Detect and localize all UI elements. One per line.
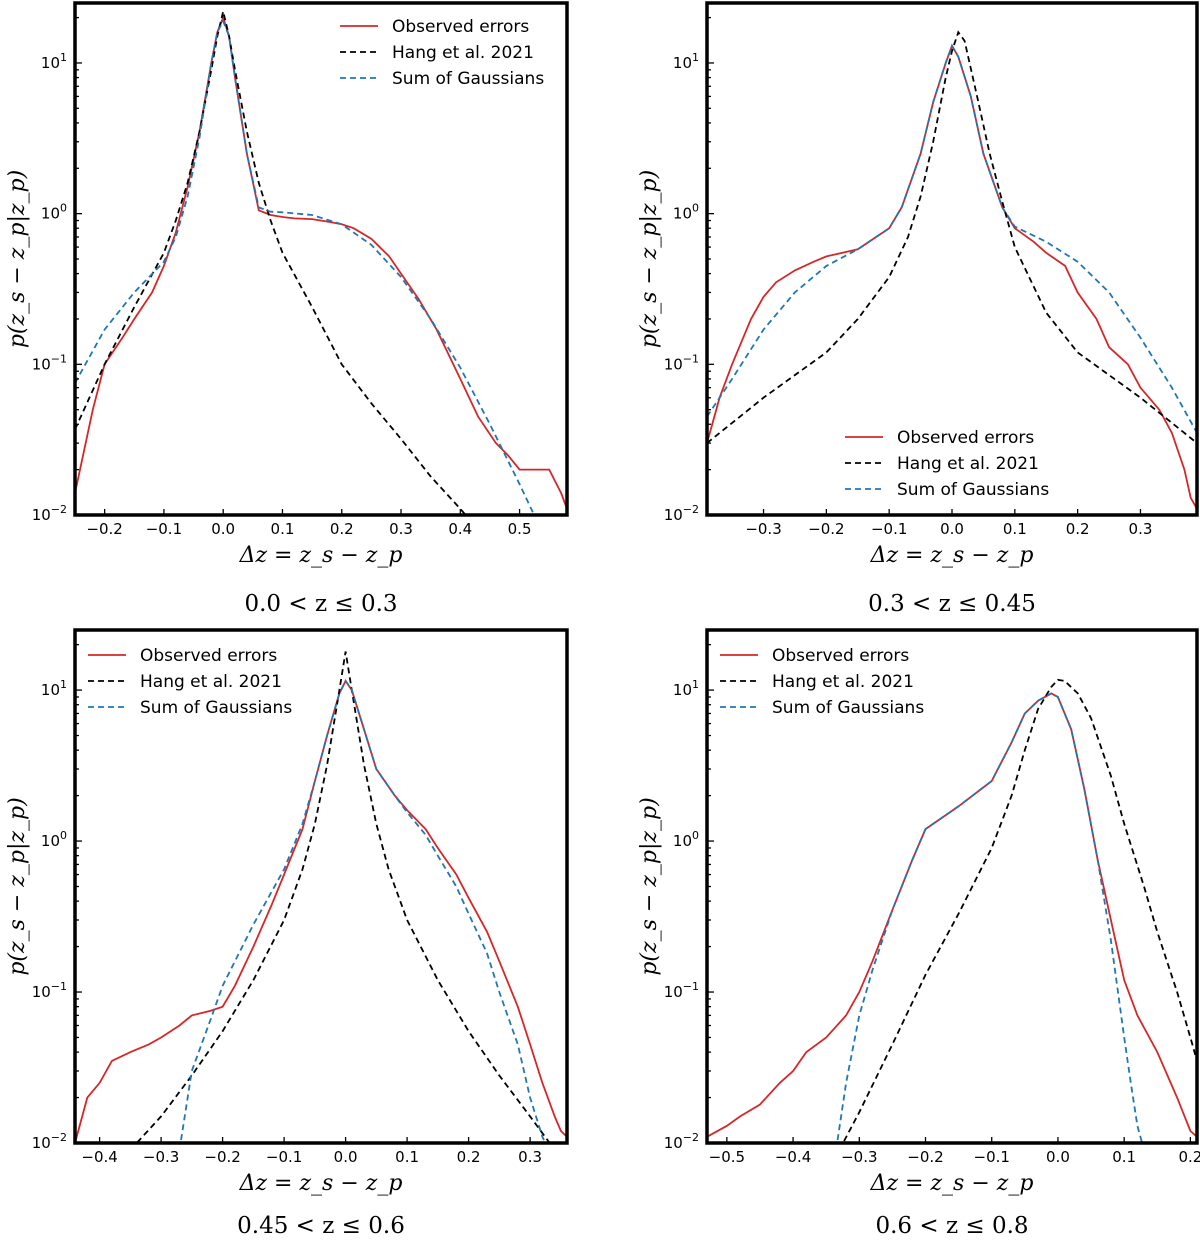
x-tick-label: −0.5 <box>709 1148 745 1166</box>
x-tick-label: −0.3 <box>143 1148 179 1166</box>
panel-caption: 0.0 < z ≤ 0.3 <box>244 591 397 617</box>
y-axis-label: p(z_s − z_p|z_p) <box>5 170 30 348</box>
x-tick-label: 0.2 <box>1178 1148 1200 1166</box>
legend-entry: Observed errors <box>140 646 277 666</box>
series-line-observed-errors <box>707 692 1197 1138</box>
x-tick-label: −0.4 <box>81 1148 117 1166</box>
panel-caption: 0.3 < z ≤ 0.45 <box>868 591 1036 617</box>
y-tick-label: 100 <box>673 202 699 223</box>
legend-entry: Hang et al. 2021 <box>772 672 914 692</box>
y-tick-label: 100 <box>673 829 699 850</box>
x-tick-label: 0.3 <box>1129 520 1153 538</box>
x-tick-label: 0.2 <box>457 1148 481 1166</box>
x-tick-label: −0.1 <box>871 520 907 538</box>
y-tick-label: 101 <box>673 678 699 699</box>
series-line-hang-et-al-2021 <box>75 11 467 515</box>
x-axis-label: Δz = z_s − z_p <box>870 1171 1034 1196</box>
x-tick-label: 0.5 <box>508 520 532 538</box>
x-tick-label: −0.2 <box>86 520 122 538</box>
x-tick-label: −0.1 <box>146 520 182 538</box>
plot-area <box>75 11 567 515</box>
legend: Observed errors Hang et al. 2021 Sum of Ga… <box>88 646 292 718</box>
series-line-sum-of-gaussians <box>75 18 536 515</box>
legend: Observed errors Hang et al. 2021 Sum of Ga… <box>720 646 924 718</box>
y-axis-label: p(z_s − z_p|z_p) <box>637 797 662 975</box>
panel-caption: 0.45 < z ≤ 0.6 <box>237 1213 405 1239</box>
y-tick-label: 10−1 <box>664 980 699 1001</box>
plot-area <box>707 30 1197 510</box>
legend-entry: Observed errors <box>897 428 1034 448</box>
legend-entry: Hang et al. 2021 <box>392 43 534 63</box>
legend-entry: Observed errors <box>772 646 909 666</box>
x-tick-label: −0.3 <box>745 520 781 538</box>
legend-entry: Hang et al. 2021 <box>140 672 282 692</box>
x-axis-label: Δz = z_s − z_p <box>239 1171 403 1196</box>
panel-2: −0.3 −0.2 −0.1 0.0 0.1 0.2 0.3 10−2 10−1 100 101 Δz… <box>637 1 1199 617</box>
x-tick-label: 0.3 <box>518 1148 542 1166</box>
x-tick-label: 0.1 <box>271 520 295 538</box>
x-tick-label: −0.2 <box>907 1148 943 1166</box>
y-tick-label: 10−1 <box>664 352 699 373</box>
x-tick-label: 0.0 <box>334 1148 358 1166</box>
x-tick-label: 0.3 <box>389 520 413 538</box>
x-tick-label: −0.4 <box>775 1148 811 1166</box>
legend-entry: Sum of Gaussians <box>772 698 924 718</box>
series-line-sum-of-gaussians <box>707 43 1197 434</box>
series-line-observed-errors <box>75 14 567 510</box>
legend-entry: Sum of Gaussians <box>140 698 292 718</box>
x-tick-label: −0.2 <box>204 1148 240 1166</box>
y-tick-label: 101 <box>41 678 67 699</box>
legend-entry: Hang et al. 2021 <box>897 454 1039 474</box>
legend: Observed errors Hang et al. 2021 Sum of Ga… <box>340 17 544 89</box>
y-tick-label: 101 <box>673 51 699 72</box>
x-tick-label: −0.1 <box>266 1148 302 1166</box>
x-tick-label: −0.2 <box>808 520 844 538</box>
x-tick-label: 0.0 <box>1046 1148 1070 1166</box>
x-tick-label: 0.2 <box>1066 520 1090 538</box>
series-line-hang-et-al-2021 <box>135 651 551 1143</box>
legend-entry: Observed errors <box>392 17 529 37</box>
x-tick-label: −0.1 <box>974 1148 1010 1166</box>
plot-area <box>75 651 567 1143</box>
x-tick-label: 0.1 <box>1112 1148 1136 1166</box>
y-tick-label: 10−2 <box>664 1131 699 1152</box>
x-tick-label: 0.0 <box>940 520 964 538</box>
x-tick-label: 0.1 <box>395 1148 419 1166</box>
series-line-sum-of-gaussians <box>836 692 1144 1143</box>
x-tick-label: 0.2 <box>330 520 354 538</box>
panel-caption: 0.6 < z ≤ 0.8 <box>875 1213 1028 1239</box>
y-tick-label: 10−1 <box>32 980 67 1001</box>
series-line-hang-et-al-2021 <box>707 30 1197 444</box>
legend-entry: Sum of Gaussians <box>392 69 544 89</box>
series-line-sum-of-gaussians <box>179 679 547 1143</box>
plot-area <box>707 678 1197 1143</box>
y-tick-label: 10−1 <box>32 352 67 373</box>
y-axis-label: p(z_s − z_p|z_p) <box>637 170 662 348</box>
y-tick-label: 10−2 <box>32 503 67 524</box>
y-tick-label: 101 <box>41 51 67 72</box>
y-tick-label: 100 <box>41 829 67 850</box>
series-line-hang-et-al-2021 <box>842 678 1197 1143</box>
series-line-observed-errors <box>75 679 567 1143</box>
x-tick-label: 0.4 <box>448 520 472 538</box>
x-tick-label: −0.3 <box>841 1148 877 1166</box>
legend: Observed errors Hang et al. 2021 Sum of Ga… <box>845 428 1049 500</box>
panel-3: −0.4 −0.3 −0.2 −0.1 0.0 0.1 0.2 0.3 10−2 10−1 100 1… <box>5 628 569 1239</box>
panel-1: −0.2 −0.1 0.0 0.1 0.2 0.3 0.4 0.5 10−2 10−1 100 101… <box>5 1 569 617</box>
x-tick-label: 0.0 <box>211 520 235 538</box>
legend-entry: Sum of Gaussians <box>897 480 1049 500</box>
y-tick-label: 10−2 <box>32 1131 67 1152</box>
y-tick-label: 100 <box>41 202 67 223</box>
x-axis-label: Δz = z_s − z_p <box>870 543 1034 568</box>
y-tick-label: 10−2 <box>664 503 699 524</box>
panel-4: −0.5 −0.4 −0.3 −0.2 −0.1 0.0 0.1 0.2 10−2 10−1 100… <box>637 628 1200 1239</box>
y-axis-label: p(z_s − z_p|z_p) <box>5 797 30 975</box>
x-tick-label: 0.1 <box>1003 520 1027 538</box>
x-axis-label: Δz = z_s − z_p <box>239 543 403 568</box>
